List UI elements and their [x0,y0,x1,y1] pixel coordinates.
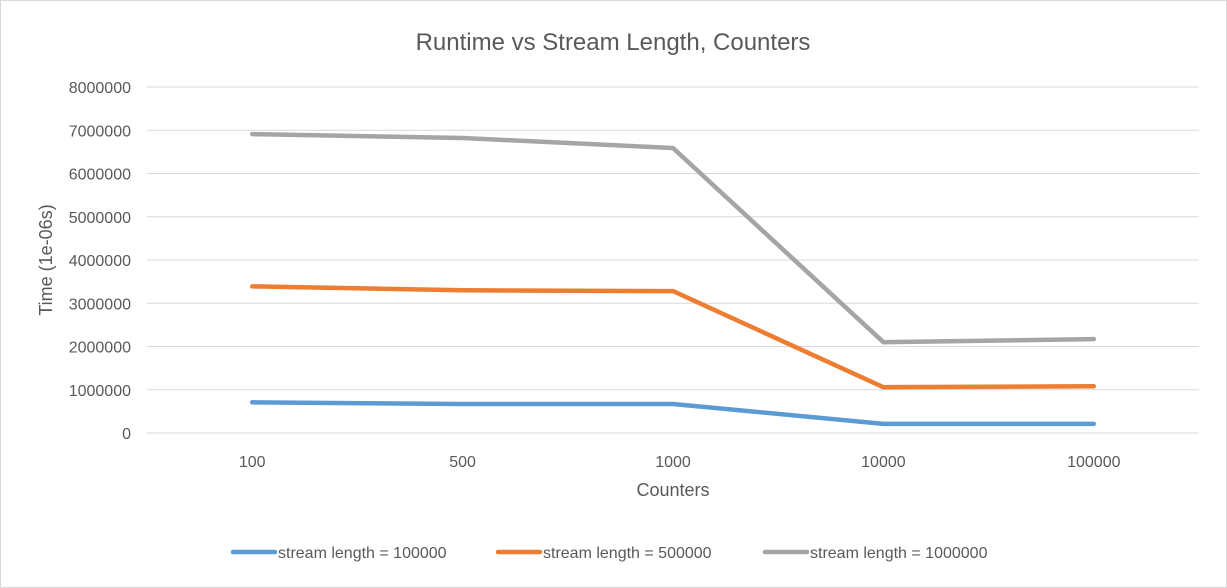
y-tick-label: 1000000 [69,383,131,400]
y-tick-label: 0 [122,426,131,443]
legend-label: stream length = 500000 [543,545,712,562]
x-tick-label: 100 [239,454,266,471]
y-tick-label: 7000000 [69,123,131,140]
y-tick-label: 3000000 [69,296,131,313]
x-tick-label: 100000 [1067,454,1120,471]
x-tick-label: 1000 [655,454,691,471]
series-line-3 [249,131,1097,345]
y-axis-title: Time (1e-06s) [36,204,56,315]
y-axis-ticks: 0 1000000 2000000 3000000 4000000 5000000 6000… [69,80,131,443]
y-tick-label: 6000000 [69,167,131,184]
legend: stream length = 100000 stream length = 50… [230,545,988,562]
x-axis-ticks: 100 500 1000 10000 100000 [239,454,1121,471]
series-line-1 [249,400,1097,427]
y-tick-label: 5000000 [69,210,131,227]
chart-title: Runtime vs Stream Length, Counters [416,29,811,56]
series-lines [249,131,1097,427]
series-line-2 [249,284,1097,390]
legend-label: stream length = 1000000 [810,545,988,562]
y-tick-label: 4000000 [69,253,131,270]
y-tick-label: 8000000 [69,80,131,97]
gridlines [147,86,1199,434]
x-tick-label: 10000 [861,454,906,471]
y-tick-label: 2000000 [69,340,131,357]
x-axis-title: Counters [636,480,709,500]
legend-label: stream length = 100000 [278,545,447,562]
x-tick-label: 500 [449,454,476,471]
